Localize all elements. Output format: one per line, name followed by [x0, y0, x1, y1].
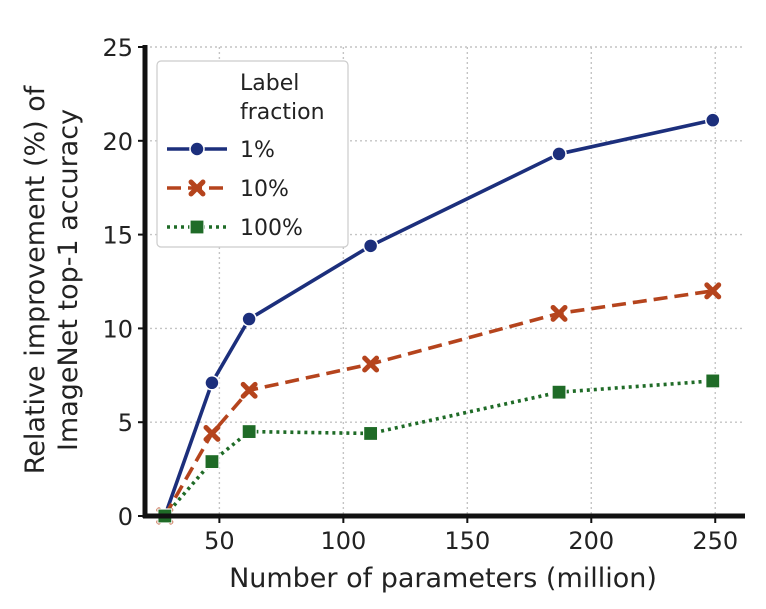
series-line — [163, 289, 714, 517]
axes — [142, 45, 745, 519]
x-axis-label: Number of parameters (million) — [229, 563, 657, 594]
data-point-stroke — [240, 381, 258, 399]
y-axis-label: Relative improvement (%) of ImageNet top… — [20, 84, 84, 474]
legend-title-line-2: fraction — [240, 100, 325, 125]
data-point — [551, 146, 567, 162]
data-point — [705, 112, 721, 128]
data-point — [705, 373, 721, 389]
data-point — [204, 375, 220, 391]
legend-marker — [189, 219, 205, 235]
x-tick-label: 50 — [204, 527, 235, 555]
legend-label: 10% — [240, 177, 289, 202]
data-point — [203, 425, 221, 442]
y-tick-label: 0 — [118, 503, 133, 531]
data-point — [363, 425, 379, 442]
series-line — [163, 118, 714, 517]
y-tick-label: 5 — [118, 409, 133, 437]
data-point-stroke — [203, 425, 221, 442]
y-tick-label: 20 — [102, 128, 133, 156]
y-axis-label-line-1: Relative improvement (%) of — [20, 84, 51, 474]
data-point — [362, 238, 379, 254]
data-point — [551, 384, 567, 400]
legend: Label fraction 1% 10% 100% — [156, 60, 349, 248]
legend-label: 1% — [240, 138, 275, 163]
data-point — [362, 355, 380, 373]
series-3 — [157, 373, 721, 524]
data-point — [204, 453, 220, 470]
x-tick-label: 200 — [568, 527, 614, 555]
y-tick-label: 15 — [102, 222, 133, 250]
x-tick-label: 100 — [320, 527, 366, 555]
legend-entry: 100% — [167, 216, 303, 241]
legend-entries: 1% 10% 100% — [167, 138, 303, 241]
y-tick-label: 25 — [102, 34, 133, 62]
data-point-stroke — [550, 304, 568, 322]
ticks: 50 100 150 200 250 0 5 10 15 20 25 — [102, 34, 738, 555]
legend-label: 100% — [240, 216, 303, 241]
legend-entry: 1% — [167, 138, 275, 163]
legend-title-line-1: Label — [240, 71, 299, 96]
x-tick-label: 150 — [444, 527, 490, 555]
grid — [145, 46, 745, 516]
series-1 — [157, 112, 721, 524]
x-tick-label: 250 — [692, 527, 738, 555]
data-point-stroke — [362, 355, 380, 373]
y-tick-label: 10 — [102, 315, 133, 343]
data-point — [550, 304, 568, 322]
data-point-stroke — [704, 282, 722, 300]
y-axis-label-line-2: ImageNet top-1 accuracy — [53, 109, 84, 451]
legend-box — [156, 60, 349, 248]
data-point — [240, 381, 258, 399]
legend-marker — [189, 141, 205, 157]
series-line — [163, 379, 713, 518]
legend-entry: 10% — [167, 177, 289, 202]
legend-marker-stroke — [188, 179, 206, 197]
data-point — [241, 423, 257, 440]
legend-marker — [188, 179, 206, 197]
data-point — [704, 282, 722, 300]
series-layer — [156, 112, 722, 525]
data-point — [241, 311, 257, 327]
